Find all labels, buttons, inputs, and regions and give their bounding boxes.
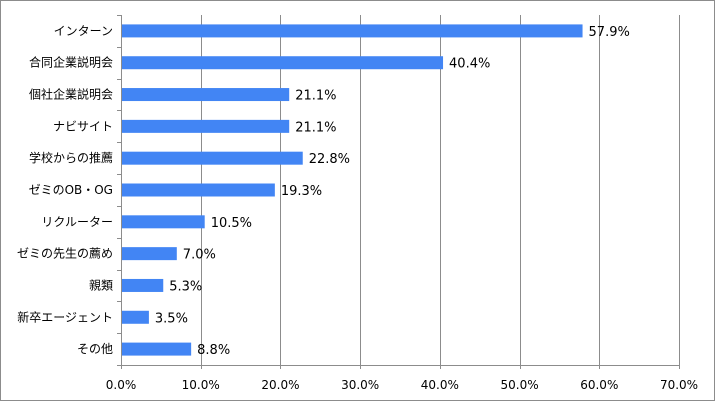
bar-7 — [122, 247, 177, 261]
value-label-7: 7.0% — [183, 248, 216, 263]
category-label-1: 合同企業説明会 — [29, 55, 113, 70]
value-label-9: 3.5% — [155, 311, 188, 326]
category-label-2: 個社企業説明会 — [29, 87, 113, 102]
x-tick-label-2: 20.0% — [261, 378, 299, 392]
x-tick-label-5: 50.0% — [501, 378, 539, 392]
bar-6 — [122, 215, 205, 229]
category-label-10: その他 — [77, 342, 113, 356]
value-label-10: 8.8% — [197, 343, 230, 358]
value-label-0: 57.9% — [589, 25, 630, 40]
value-label-3: 21.1% — [295, 120, 336, 135]
bar-0 — [122, 24, 583, 38]
value-label-6: 10.5% — [211, 216, 252, 231]
x-tick-label-6: 60.0% — [580, 378, 618, 392]
category-label-5: ゼミのOB・OG — [29, 183, 113, 197]
x-tick-label-7: 70.0% — [660, 378, 698, 392]
category-label-4: 学校からの推薦 — [29, 150, 113, 165]
value-label-2: 21.1% — [295, 89, 336, 104]
bar-8 — [122, 278, 164, 292]
x-tick-label-1: 10.0% — [182, 378, 220, 392]
value-label-1: 40.4% — [449, 57, 490, 72]
x-tick-label-4: 40.0% — [421, 378, 459, 392]
bar-10 — [122, 342, 192, 356]
x-tick-label-0: 0.0% — [106, 378, 137, 392]
bar-1 — [122, 56, 444, 70]
category-label-3: ナビサイト — [53, 119, 113, 133]
category-label-8: 親類 — [89, 278, 113, 292]
category-label-7: ゼミの先生の薦め — [17, 247, 113, 261]
value-label-5: 19.3% — [281, 184, 322, 199]
value-label-4: 22.8% — [309, 152, 350, 167]
bar-5 — [122, 183, 275, 197]
bar-4 — [122, 151, 303, 165]
value-label-8: 5.3% — [169, 279, 202, 294]
category-label-9: 新卒エージェント — [17, 309, 113, 324]
category-label-6: リクルーター — [41, 215, 113, 229]
x-tick-label-3: 30.0% — [341, 378, 379, 392]
bar-2 — [122, 88, 290, 102]
bar-9 — [122, 310, 149, 324]
bar-3 — [122, 119, 290, 133]
category-label-0: インターン — [54, 24, 113, 38]
